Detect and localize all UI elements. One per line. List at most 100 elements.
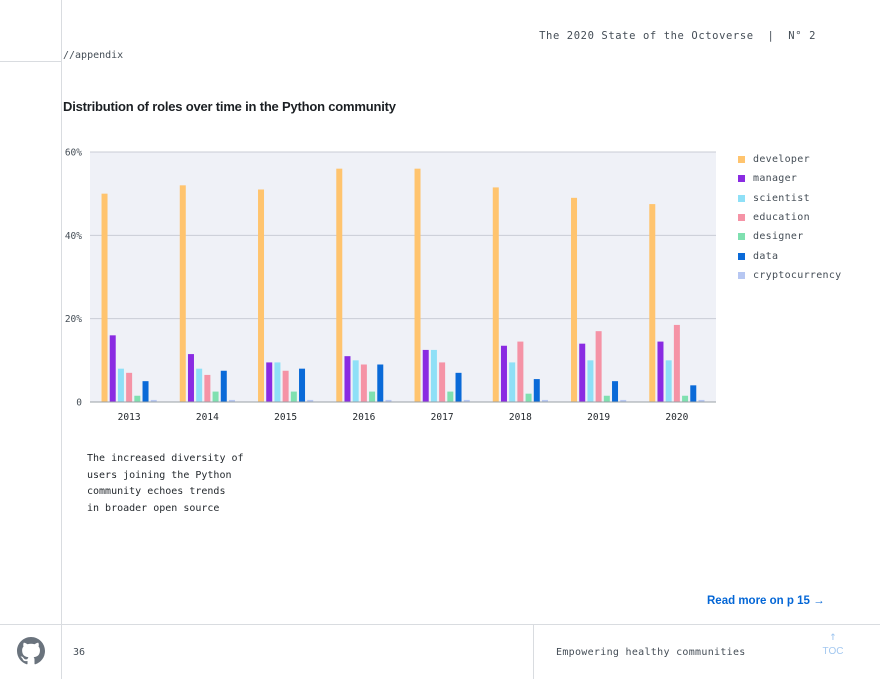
legend-label: education [753, 212, 810, 224]
bar-designer [682, 395, 689, 402]
report-title: The 2020 State of the Octoverse | N° 2 [539, 30, 816, 42]
bar-developer [649, 204, 656, 402]
x-tick-label: 2017 [431, 412, 454, 423]
bar-data [612, 381, 619, 402]
bar-education [360, 364, 367, 402]
legend-item-scientist: scientist [738, 189, 842, 208]
legend-swatch [738, 271, 745, 279]
bar-education [439, 362, 446, 402]
legend-label: manager [753, 173, 798, 185]
toc-button[interactable]: ↑ TOC [818, 629, 848, 658]
y-tick-label: 0 [76, 398, 82, 409]
x-tick-label: 2020 [665, 412, 688, 423]
bar-manager [579, 343, 586, 402]
bar-data [455, 372, 462, 402]
bar-cryptocurrency [698, 399, 705, 402]
bar-designer [290, 391, 297, 402]
bar-developer [179, 185, 186, 402]
bar-data [533, 379, 540, 402]
bar-data [377, 364, 384, 402]
bar-education [126, 372, 133, 402]
bar-scientist [509, 362, 516, 402]
bar-cryptocurrency [150, 399, 157, 402]
legend-swatch [738, 194, 745, 202]
chart-title: Distribution of roles over time in the P… [63, 99, 396, 114]
arrow-up-icon: ↑ [829, 629, 837, 643]
chart-note: The increased diversity of users joining… [87, 453, 244, 514]
bar-developer [101, 193, 108, 402]
bar-developer [492, 187, 499, 402]
bar-developer [571, 197, 578, 402]
read-more-link[interactable]: Read more on p 15 → [707, 595, 825, 607]
legend-label: designer [753, 231, 804, 243]
bar-data [690, 385, 697, 402]
bar-education [204, 374, 211, 402]
bar-scientist [587, 360, 594, 402]
footer-section-title: Empowering healthy communities [556, 647, 746, 658]
bar-education [282, 370, 289, 402]
bar-manager [500, 345, 507, 402]
y-tick-label: 40% [65, 231, 82, 242]
legend-label: developer [753, 154, 810, 166]
bar-scientist [274, 362, 281, 402]
y-tick-label: 20% [65, 314, 82, 325]
bar-designer [525, 393, 532, 402]
footer-top-rule [0, 624, 880, 625]
legend-item-education: education [738, 208, 842, 227]
bar-education [595, 331, 602, 402]
bar-designer [447, 391, 454, 402]
bar-designer [212, 391, 219, 402]
legend-swatch [738, 175, 745, 183]
bar-chart: 0 20% 40% 60% 2013 2014 2015 2016 2017 2018 2019 20… [65, 148, 716, 423]
bar-manager [109, 335, 116, 402]
bar-scientist [352, 360, 359, 402]
bar-manager [344, 356, 351, 402]
bar-data [220, 370, 227, 402]
chart-legend: developer manager scientist education design… [738, 150, 842, 285]
bar-designer [603, 395, 610, 402]
legend-item-manager: manager [738, 169, 842, 188]
legend-item-designer: designer [738, 227, 842, 246]
bar-developer [336, 168, 343, 402]
bar-education [517, 341, 524, 402]
x-tick-label: 2018 [509, 412, 532, 423]
legend-swatch [738, 214, 745, 222]
legend-label: data [753, 250, 779, 262]
legend-label: cryptocurrency [753, 269, 842, 281]
legend-item-developer: developer [738, 150, 842, 169]
x-tick-label: 2013 [118, 412, 141, 423]
legend-swatch [738, 252, 745, 260]
legend-item-data: data [738, 246, 842, 265]
github-logo-icon[interactable] [17, 637, 45, 665]
legend-label: scientist [753, 192, 810, 204]
toc-label: TOC [822, 646, 844, 657]
legend-item-cryptocurrency: cryptocurrency [738, 266, 842, 285]
bar-data [299, 368, 306, 402]
x-tick-label: 2016 [352, 412, 375, 423]
bar-scientist [430, 349, 437, 402]
legend-swatch [738, 156, 745, 164]
bar-developer [258, 189, 265, 402]
bar-manager [422, 349, 429, 402]
bar-data [142, 381, 149, 402]
bar-scientist [196, 368, 203, 402]
plot-background [90, 152, 716, 402]
left-vertical-rule [61, 0, 62, 679]
x-tick-label: 2015 [274, 412, 297, 423]
bar-designer [369, 391, 376, 402]
y-tick-label: 60% [65, 148, 82, 159]
page-number: 36 [73, 647, 86, 658]
x-tick-label: 2019 [587, 412, 610, 423]
bar-cryptocurrency [463, 399, 470, 402]
x-tick-label: 2014 [196, 412, 219, 423]
bar-manager [266, 362, 273, 402]
bar-designer [134, 395, 141, 402]
bar-cryptocurrency [541, 399, 548, 402]
bar-cryptocurrency [385, 399, 392, 402]
bar-cryptocurrency [228, 399, 235, 402]
bar-education [673, 324, 680, 402]
bar-scientist [665, 360, 672, 402]
legend-swatch [738, 233, 745, 241]
section-label: //appendix [63, 50, 124, 61]
bar-cryptocurrency [620, 399, 627, 402]
